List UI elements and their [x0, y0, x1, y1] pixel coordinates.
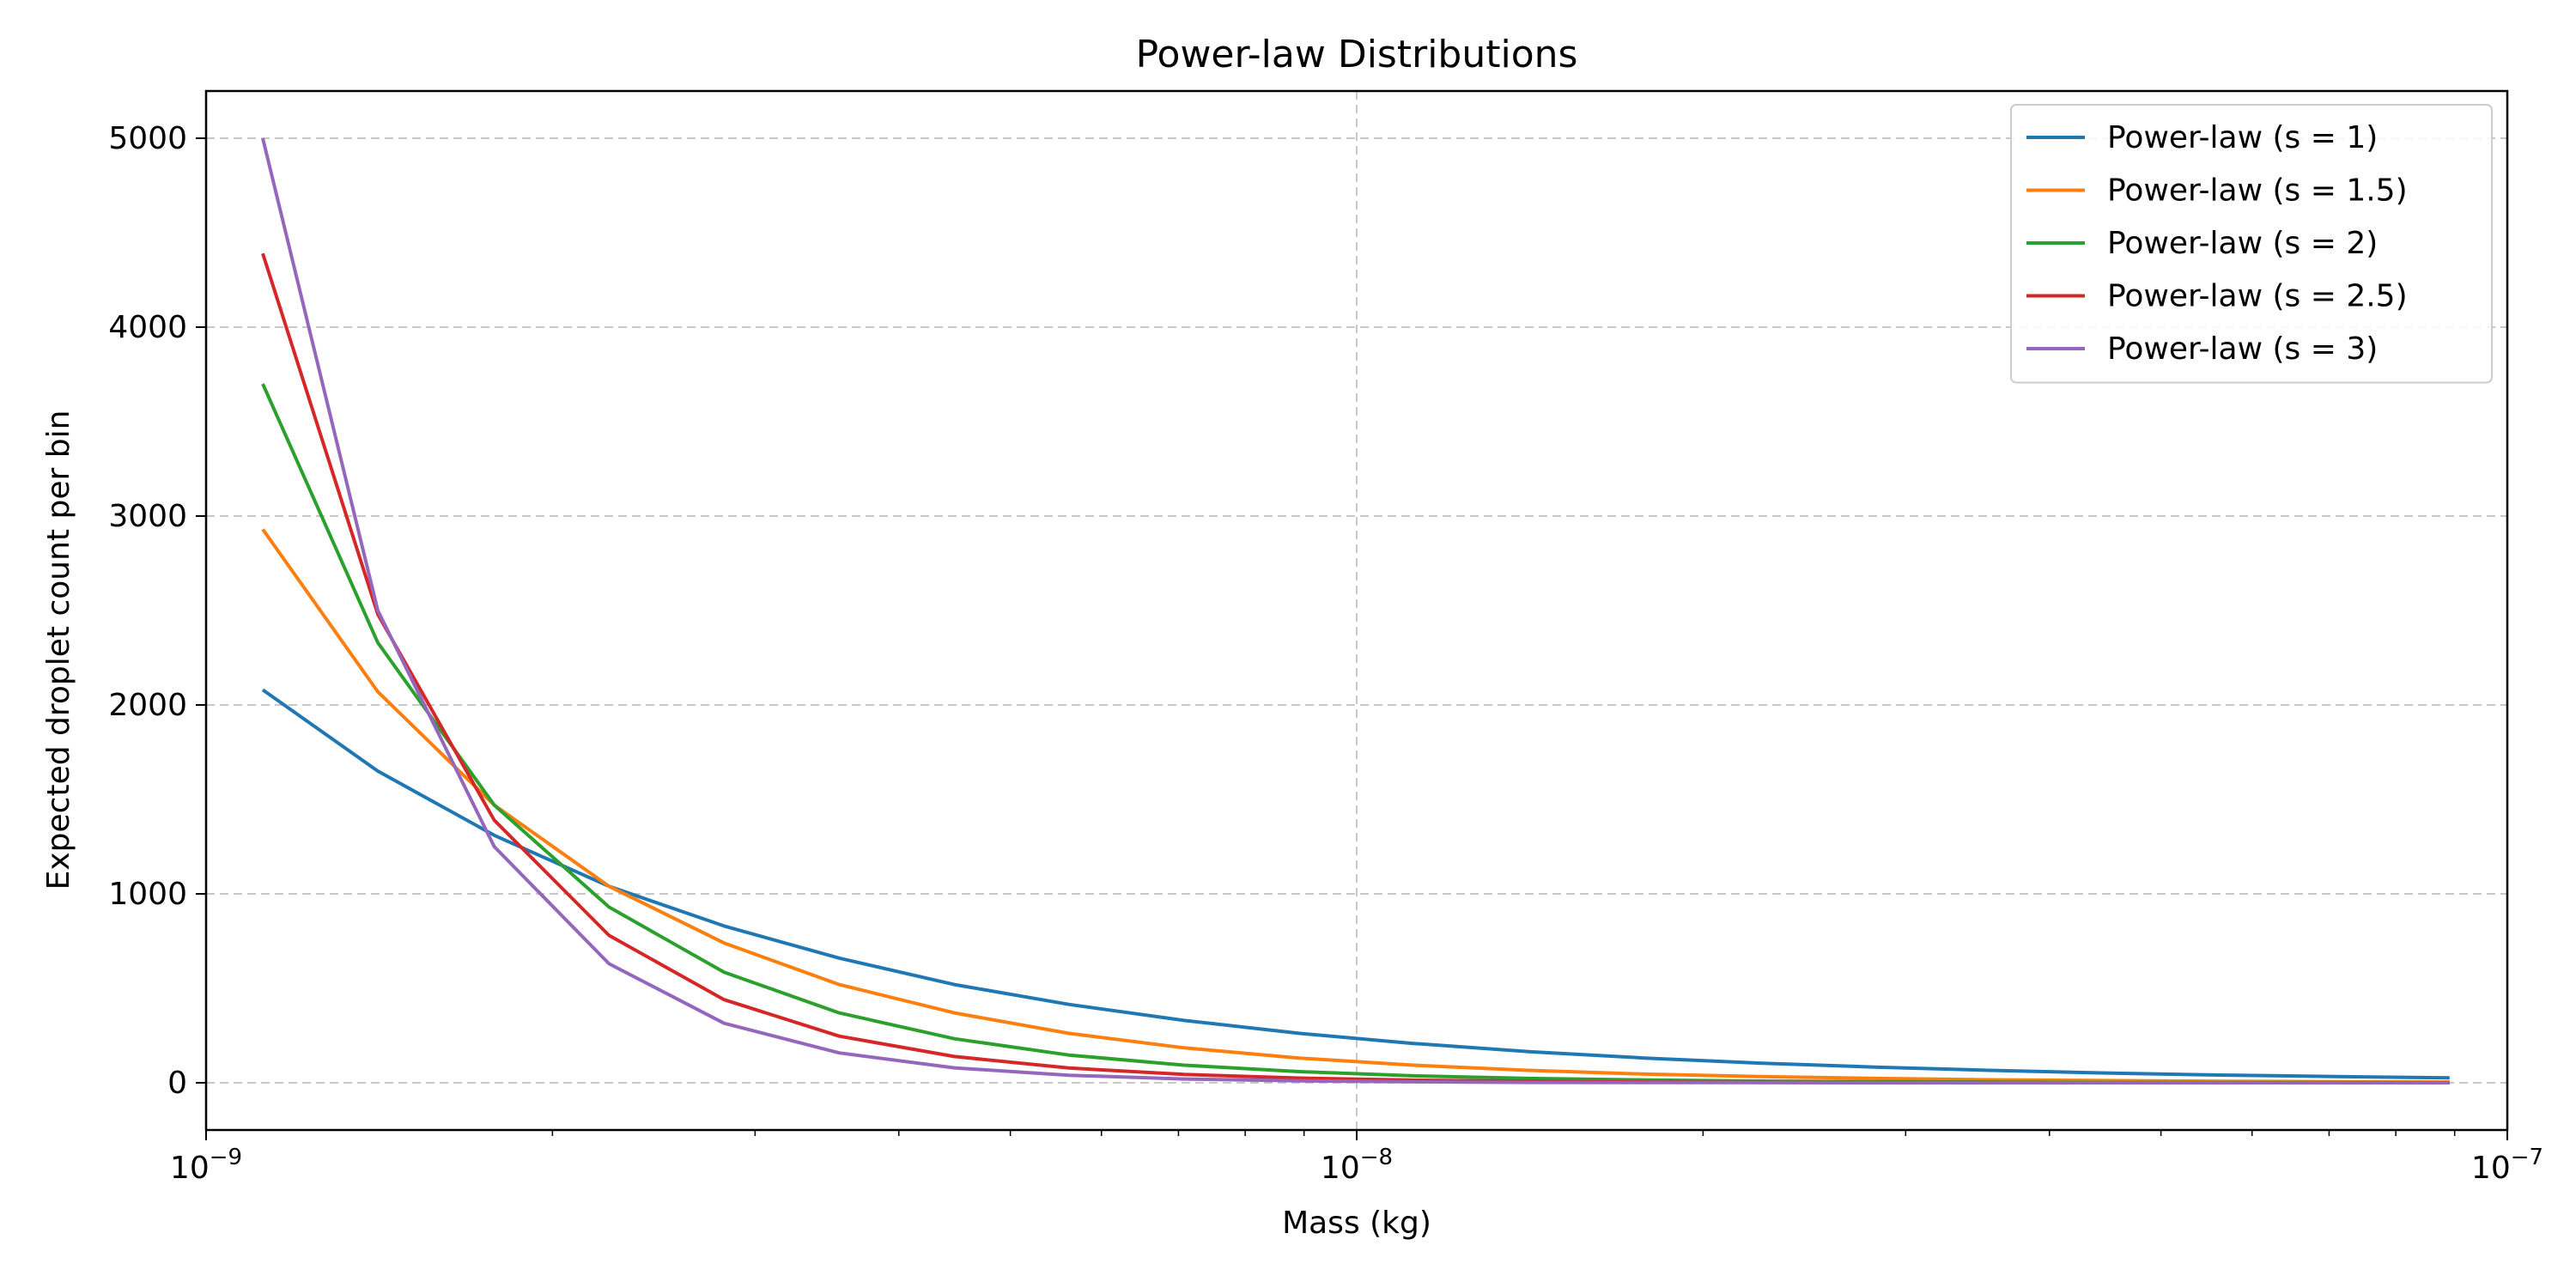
series-line-5 — [261, 137, 2450, 1084]
x-tick-label: 10−8 — [1321, 1145, 1393, 1186]
legend-label: Power-law (s = 1.5) — [2107, 173, 2408, 209]
chart-title: Power-law Distributions — [1136, 33, 1578, 76]
legend-label: Power-law (s = 2) — [2107, 226, 2378, 261]
x-tick-label: 10−9 — [170, 1145, 242, 1186]
x-tick-label: 10−7 — [2471, 1145, 2543, 1186]
x-axis-label: Mass (kg) — [1282, 1206, 1431, 1241]
legend: Power-law (s = 1) Power-law (s = 1.5) Powe… — [2010, 104, 2493, 384]
series-line-1 — [261, 688, 2450, 1080]
y-axis: 0 1000 2000 3000 4000 5000 — [108, 121, 206, 1101]
legend-box — [2010, 104, 2493, 384]
series-group — [261, 137, 2450, 1084]
y-tick-label: 0 — [167, 1066, 187, 1101]
y-tick-label: 5000 — [108, 121, 187, 156]
legend-label: Power-law (s = 2.5) — [2107, 279, 2408, 314]
legend-label: Power-law (s = 1) — [2107, 120, 2378, 155]
series-line-2 — [261, 528, 2450, 1084]
y-tick-label: 3000 — [108, 499, 187, 534]
y-tick-label: 2000 — [108, 688, 187, 723]
x-axis: 10−9 10−8 10−7 — [170, 1130, 2543, 1186]
y-tick-label: 1000 — [108, 877, 187, 912]
y-tick-label: 4000 — [108, 310, 187, 345]
legend-label: Power-law (s = 3) — [2107, 331, 2378, 367]
y-axis-label: Expected droplet count per bin — [41, 410, 76, 890]
